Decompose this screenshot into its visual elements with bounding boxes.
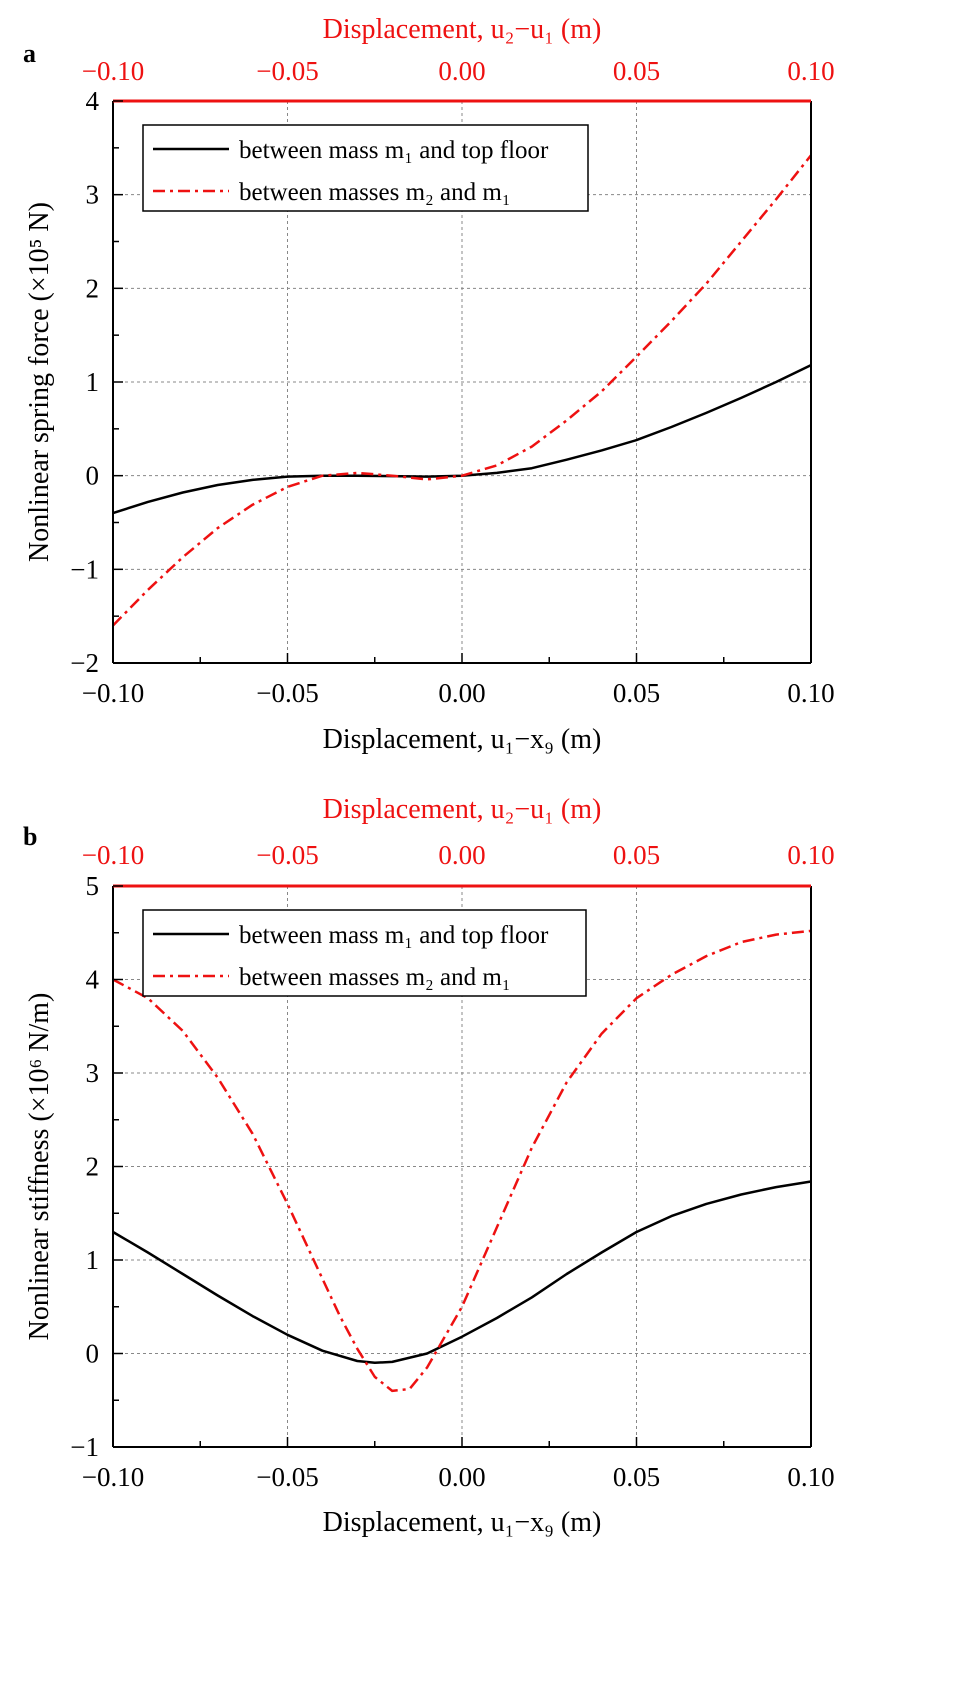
y-tick-label: −1	[70, 1432, 99, 1462]
legend-label-2: between masses m₂ and m₁	[239, 179, 511, 206]
y-axis-title: Nonlinear spring force (×10⁵ N)	[24, 202, 55, 562]
top-x-axis-title: Displacement, u₂−u₁ (m)	[323, 14, 602, 45]
top-x-tick-label: 0.10	[787, 840, 834, 870]
x-tick-label: −0.10	[82, 678, 144, 708]
top-x-tick-label: 0.10	[787, 56, 834, 86]
top-x-tick-label: −0.05	[256, 56, 318, 86]
chart-panel-b: −0.10 −0.05 0.00 0.05 0.10 −0.10 −0.05 0.00 0.05…	[23, 794, 835, 1538]
top-x-tick-label: −0.10	[82, 56, 144, 86]
top-x-tick-label: −0.05	[256, 840, 318, 870]
y-tick-label: 0	[86, 461, 100, 491]
legend-box	[142, 124, 589, 212]
y-tick-label: 0	[86, 1339, 100, 1369]
panel-letter: b	[23, 822, 37, 851]
top-x-axis-title: Displacement, u₂−u₁ (m)	[323, 794, 602, 825]
x-tick-label: −0.05	[256, 678, 318, 708]
x-tick-label: 0.05	[613, 1462, 660, 1492]
y-tick-label: 4	[86, 86, 100, 116]
x-tick-label: 0.10	[787, 678, 834, 708]
y-tick-label: 1	[86, 1245, 100, 1275]
series-line-2	[112, 154, 812, 627]
y-tick-label: 3	[86, 1058, 100, 1088]
top-x-tick-label: −0.10	[82, 840, 144, 870]
x-tick-label: 0.00	[438, 678, 485, 708]
series-line-2	[112, 929, 812, 1393]
y-tick-label: 2	[86, 273, 100, 303]
x-tick-label: 0.00	[438, 1462, 485, 1492]
panel-letter: a	[23, 39, 36, 68]
chart-panel-a: −0.10 −0.05 0.00 0.05 0.10 −0.10 −0.05 0.00 0.05…	[23, 14, 835, 755]
x-tick-label: 0.05	[613, 678, 660, 708]
y-tick-label: −1	[70, 554, 99, 584]
legend-box	[142, 909, 587, 997]
top-x-tick-label: 0.00	[438, 56, 485, 86]
top-x-tick-label: 0.00	[438, 840, 485, 870]
x-tick-label: −0.10	[82, 1462, 144, 1492]
x-tick-label: −0.05	[256, 1462, 318, 1492]
y-axis-title: Nonlinear stiffness (×10⁶ N/m)	[24, 993, 55, 1341]
x-axis-title: Displacement, u₁−x₉ (m)	[323, 1507, 602, 1538]
legend-label-1: between mass m₁ and top floor	[239, 137, 549, 164]
y-tick-label: 3	[86, 180, 100, 210]
y-tick-label: 1	[86, 367, 100, 397]
legend-label-2: between masses m₂ and m₁	[239, 964, 511, 991]
y-tick-label: −2	[70, 648, 99, 678]
y-tick-label: 5	[86, 871, 100, 901]
top-x-tick-label: 0.05	[613, 840, 660, 870]
y-tick-label: 4	[86, 965, 100, 995]
x-tick-label: 0.10	[787, 1462, 834, 1492]
legend-label-1: between mass m₁ and top floor	[239, 922, 549, 949]
top-x-tick-label: 0.05	[613, 56, 660, 86]
y-tick-label: 2	[86, 1152, 100, 1182]
x-axis-title: Displacement, u₁−x₉ (m)	[323, 724, 602, 755]
series-line-1	[112, 1180, 812, 1365]
